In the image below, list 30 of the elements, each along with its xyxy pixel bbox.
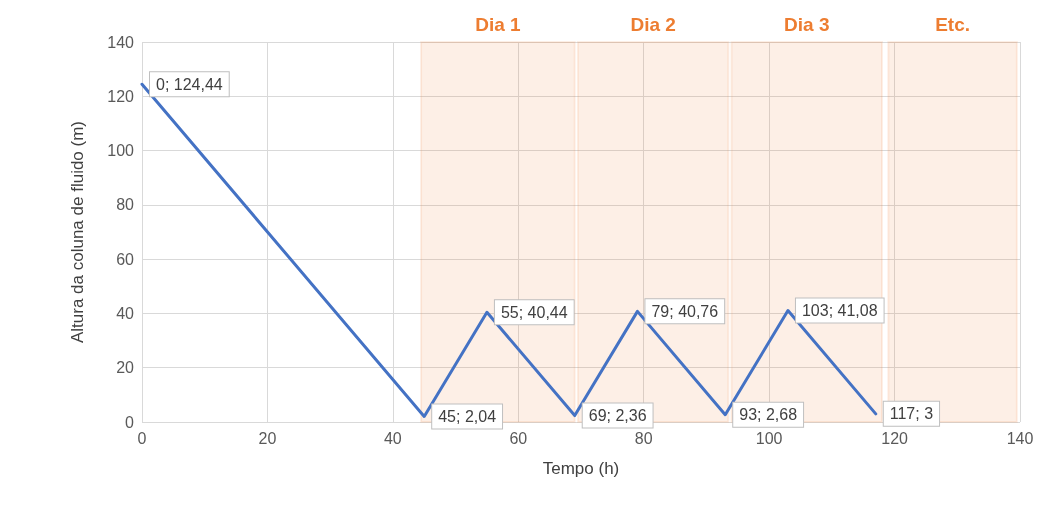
x-tick-label: 0 [137, 429, 147, 447]
data-label: 79; 40,76 [651, 302, 719, 320]
band-label: Dia 3 [784, 14, 830, 35]
x-tick-label: 60 [509, 429, 528, 447]
x-tick-label: 100 [755, 429, 783, 447]
x-tick-label: 20 [258, 429, 277, 447]
data-label: 69; 2,36 [588, 407, 647, 425]
data-label: 103; 41,08 [801, 302, 878, 319]
data-label: 117; 3 [889, 405, 934, 423]
x-tick-label: 80 [634, 429, 653, 447]
data-label: 0; 124,44 [156, 75, 223, 93]
data-label: 55; 40,44 [500, 303, 568, 321]
y-tick-label: 40 [116, 304, 135, 322]
band-label: Dia 2 [630, 14, 676, 35]
y-tick-label: 60 [116, 250, 135, 268]
y-tick-label: 0 [125, 413, 135, 431]
band-label: Dia 1 [475, 14, 522, 35]
y-tick-label: 20 [116, 359, 135, 377]
x-tick-label: 40 [383, 429, 402, 447]
y-tick-label: 80 [116, 196, 135, 214]
y-tick-label: 100 [107, 142, 135, 160]
x-axis-title: Tempo (h) [542, 459, 620, 478]
x-tick-label: 120 [881, 429, 909, 447]
y-tick-label: 120 [107, 87, 135, 105]
y-tick-label: 140 [107, 33, 135, 51]
data-label: 93; 2,68 [739, 406, 798, 424]
data-label: 45; 2,04 [438, 407, 497, 425]
y-axis-title: Altura da coluna de fluido (m) [68, 120, 87, 344]
x-tick-label: 140 [1006, 429, 1034, 447]
band-label: Etc. [935, 14, 971, 35]
